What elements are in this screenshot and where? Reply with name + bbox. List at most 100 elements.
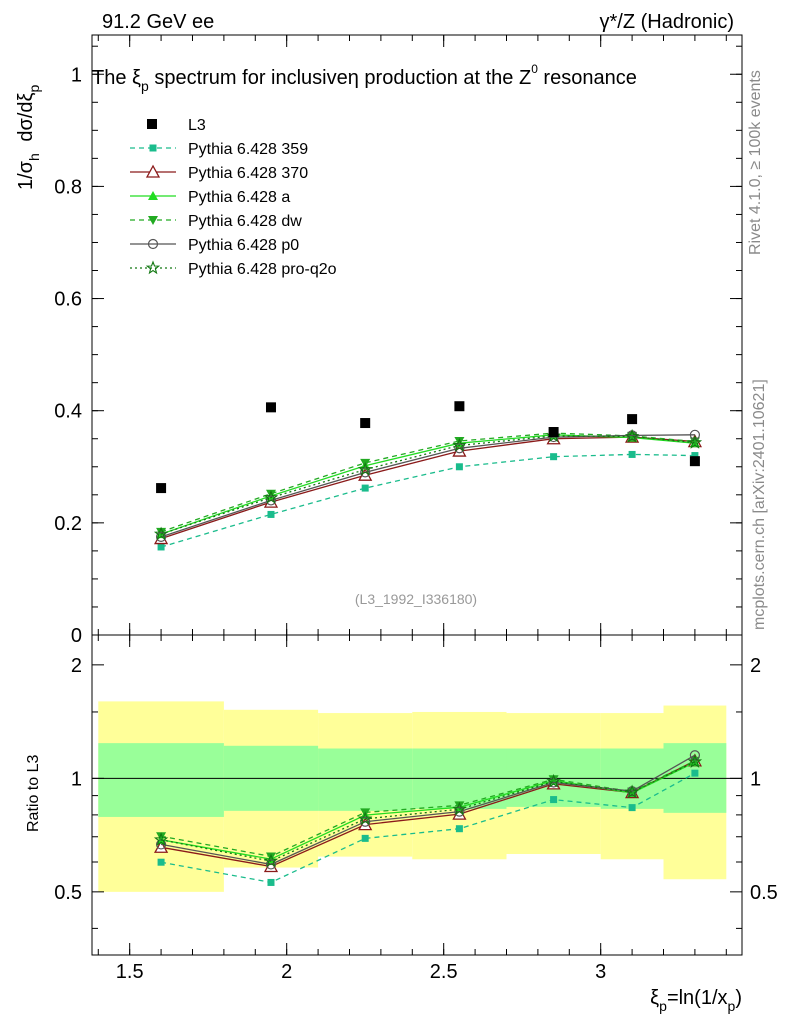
series-point-pythia-6-428-p0 [454, 443, 465, 454]
series-point-pythia-6-428-359 [455, 463, 463, 471]
series-point-pythia-6-428-359 [157, 543, 165, 551]
ratio-point-pythia-6-428-p0 [689, 750, 700, 761]
ratio-point-pythia-6-428-359 [455, 825, 463, 833]
ratio-panel-frame [91, 634, 743, 956]
data-point-l3 [548, 427, 559, 438]
ratio-tick-label-right: 0.5 [750, 882, 778, 904]
series-point-pythia-6-428-359 [628, 450, 636, 458]
band-inner [98, 743, 224, 817]
ratio-tick-label-left: 2 [71, 655, 82, 677]
legend: L3 Pythia 6.428 359 Pythia 6.428 370 Pythia… [130, 117, 337, 278]
ratio-point-pythia-6-428-dw [265, 852, 276, 862]
series-point-pythia-6-428-pro-q2o [624, 428, 640, 443]
x-tick-label: 1.5 [116, 961, 144, 983]
series-point-pythia-6-428-p0 [265, 495, 277, 506]
x-tick-label: 2.5 [430, 961, 458, 983]
data-point-l3 [689, 456, 700, 467]
ratio-point-pythia-6-428-pro-q2o [153, 832, 169, 846]
legend-marker-pythia-6-428-dw [148, 216, 158, 225]
series-line-pythia-6-428-359 [160, 453, 695, 548]
series-line-pythia-6-428-pro-q2o [160, 435, 695, 535]
series-point-pythia-6-428-p0 [689, 429, 700, 440]
ratio-point-pythia-6-428-359 [691, 769, 699, 777]
x-tick-label: 3 [595, 961, 606, 983]
y-axis-title: 1/σh dσ/dξp [15, 85, 42, 191]
y-tick-label: 0 [71, 625, 82, 647]
ratio-point-pythia-6-428-359 [157, 858, 165, 866]
x-tick-label: 2 [281, 961, 292, 983]
ratio-point-pythia-6-428-p0 [360, 816, 371, 827]
ratio-point-pythia-6-428-359 [628, 804, 636, 812]
y-tick-label: 0.4 [54, 401, 82, 423]
legend-label-pythia-6-428-a: Pythia 6.428 a [188, 189, 290, 206]
legend-label-pythia-6-428-p0: Pythia 6.428 p0 [188, 237, 299, 254]
series-point-pythia-6-428-359 [550, 453, 558, 461]
ratio-point-pythia-6-428-pro-q2o [452, 801, 467, 816]
data-point-l3 [265, 402, 276, 413]
series-point-pythia-6-428-p0 [155, 531, 167, 542]
data-point-l3 [627, 414, 638, 425]
legend-marker-pythia-6-428-p0 [147, 238, 159, 250]
series-point-pythia-6-428-359 [267, 510, 275, 518]
series-point-pythia-6-428-dw [689, 437, 700, 447]
y-tick-label: 0.2 [54, 513, 82, 535]
ratio-tick-label-right: 1 [750, 768, 761, 790]
series-point-pythia-6-428-pro-q2o [153, 526, 169, 541]
header-right: γ*/Z (Hadronic) [600, 11, 734, 33]
ratio-point-pythia-6-428-370 [153, 839, 169, 853]
series-line-pythia-6-428-dw [160, 432, 695, 533]
header-left: 91.2 GeV ee [102, 11, 214, 33]
legend-marker-pythia-6-428-359 [149, 144, 157, 152]
mcplots-label: mcplots.cern.ch [arXiv:2401.10621] [751, 379, 768, 630]
legend-label-l3: L3 [188, 117, 206, 134]
ratio-series-layer [153, 750, 703, 886]
ratio-y-axis-title: Ratio to L3 [25, 755, 42, 832]
y-tick-label: 0.8 [54, 176, 82, 198]
y-tick-label: 0.6 [54, 289, 82, 311]
chart-title: The ξp spectrum for inclusiveη productio… [92, 62, 637, 94]
ratio-point-pythia-6-428-dw [454, 801, 465, 811]
ratio-tick-label-left: 1 [71, 768, 82, 790]
band-inner [318, 748, 413, 811]
legend-label-pythia-6-428-dw: Pythia 6.428 dw [188, 213, 302, 230]
data-point-l3 [360, 418, 371, 429]
ratio-tick-label-left: 0.5 [54, 882, 82, 904]
legend-marker-pythia-6-428-pro-q2o [145, 260, 161, 275]
series-point-pythia-6-428-pro-q2o [452, 437, 467, 452]
axis-tick-labels: 1.5 2 2.5 3 0 0.2 0.4 0.6 0.8 1 0.5 0.5 1 1 2 2 [54, 64, 778, 983]
legend-marker-l3 [147, 119, 157, 129]
series-point-pythia-6-428-359 [361, 484, 369, 492]
ratio-point-pythia-6-428-pro-q2o [263, 853, 279, 868]
ratio-point-pythia-6-428-359 [550, 796, 558, 804]
series-point-pythia-6-428-pro-q2o [687, 435, 703, 449]
legend-label-pythia-6-428-370: Pythia 6.428 370 [188, 165, 308, 182]
rivet-label: Rivet 4.1.0, ≥ 100k events [747, 70, 764, 255]
data-points-layer [156, 401, 700, 494]
ratio-tick-label-right: 2 [750, 655, 761, 677]
series-point-pythia-6-428-359 [691, 452, 699, 460]
series-point-pythia-6-428-dw [454, 436, 465, 446]
legend-label-pythia-6-428-pro-q2o: Pythia 6.428 pro-q2o [188, 261, 337, 278]
data-point-l3 [156, 483, 167, 494]
ratio-point-pythia-6-428-359 [267, 878, 275, 886]
y-tick-label: 1 [71, 64, 82, 86]
main-series-layer [153, 428, 703, 551]
series-point-pythia-6-428-p0 [360, 467, 371, 478]
x-axis-title: ξp=ln(1/xp) [650, 987, 742, 1014]
ratio-point-pythia-6-428-359 [361, 834, 369, 842]
ratio-point-pythia-6-428-pro-q2o [358, 811, 373, 826]
legend-label-pythia-6-428-359: Pythia 6.428 359 [188, 141, 308, 158]
ratio-point-pythia-6-428-pro-q2o [546, 773, 561, 788]
ratio-point-pythia-6-428-p0 [454, 806, 465, 817]
ratio-line-pythia-6-428-pro-q2o [160, 761, 696, 862]
ratio-point-pythia-6-428-p0 [265, 859, 277, 870]
series-line-pythia-6-428-a [160, 434, 695, 535]
legend-marker-pythia-6-428-a [148, 191, 158, 200]
data-point-l3 [454, 401, 465, 412]
analysis-reference: (L3_1992_I336180) [355, 591, 477, 607]
legend-marker-pythia-6-428-370 [145, 164, 161, 178]
axis-ticks [92, 35, 742, 955]
ratio-point-pythia-6-428-dw [548, 775, 559, 785]
ratio-point-pythia-6-428-pro-q2o [687, 754, 703, 768]
